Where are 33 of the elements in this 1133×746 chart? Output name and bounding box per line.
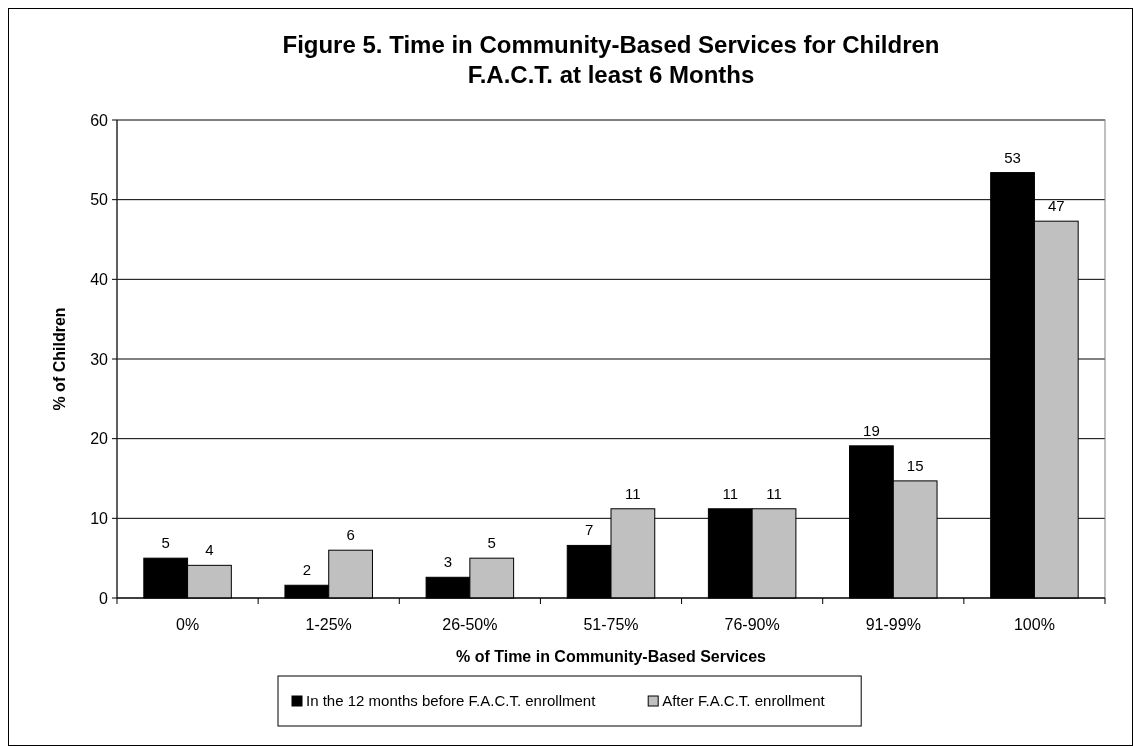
legend-label: In the 12 months before F.A.C.T. enrollment <box>306 692 597 709</box>
x-tick-label: 100% <box>1013 616 1055 633</box>
x-tick-label: 51-75% <box>583 616 639 633</box>
x-tick-label: 76-90% <box>724 616 780 633</box>
y-tick-label: 50 <box>90 191 109 209</box>
data-label: 5 <box>161 534 170 552</box>
x-tick-label: 0% <box>176 616 200 633</box>
data-label: 4 <box>205 541 214 559</box>
data-label: 19 <box>863 421 880 439</box>
data-label: 53 <box>1004 148 1021 166</box>
data-label: 3 <box>443 553 453 571</box>
y-tick-label: 10 <box>90 509 109 527</box>
chart-title: Figure 5. Time in Community-Based Services for Children F.A.C.T. at least 6 Months <box>282 31 940 88</box>
data-label: 11 <box>625 484 641 502</box>
x-axis-title: % of Time in Community-Based Services <box>455 648 767 665</box>
data-label: 5 <box>487 534 496 552</box>
y-tick-label: 20 <box>90 430 109 448</box>
x-tick-label: 91-99% <box>865 616 921 633</box>
data-label: 7 <box>584 521 594 539</box>
data-label: 11 <box>766 484 782 502</box>
data-label: 2 <box>302 561 312 579</box>
x-tick-label: 1-25% <box>305 616 352 633</box>
y-tick-label: 60 <box>90 111 109 129</box>
y-tick-label: 40 <box>90 270 109 288</box>
data-label: 6 <box>346 526 355 544</box>
y-tick-label: 0 <box>99 589 109 607</box>
y-tick-label: 30 <box>90 350 109 368</box>
y-axis-title: % of Children <box>51 307 68 411</box>
legend-label: After F.A.C.T. enrollment <box>662 692 826 709</box>
data-label: 11 <box>722 484 739 502</box>
data-label: 15 <box>906 456 924 474</box>
data-label: 47 <box>1047 197 1065 215</box>
x-tick-label: 26-50% <box>442 616 498 633</box>
